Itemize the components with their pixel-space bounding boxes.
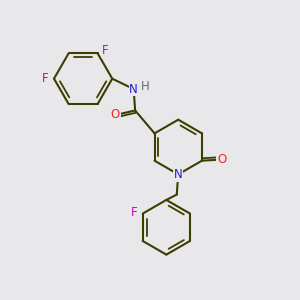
- Text: O: O: [111, 107, 120, 121]
- Text: H: H: [141, 80, 149, 93]
- Text: F: F: [102, 44, 108, 57]
- Text: N: N: [174, 168, 183, 181]
- Text: F: F: [131, 206, 138, 219]
- Text: N: N: [129, 82, 138, 96]
- Text: O: O: [217, 153, 226, 166]
- Text: F: F: [42, 72, 48, 85]
